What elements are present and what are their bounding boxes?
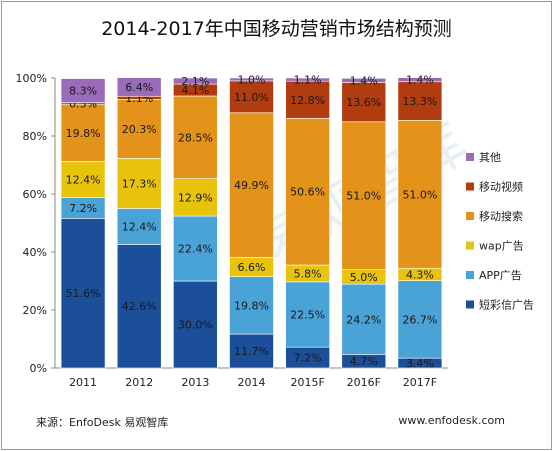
x-tick-label: 2015F	[290, 376, 324, 389]
data-label: 22.4%	[178, 243, 213, 256]
data-label: 3.4%	[406, 357, 434, 370]
data-label: 22.5%	[290, 308, 325, 321]
data-label: 19.8%	[66, 127, 101, 140]
data-label: 6.4%	[125, 81, 153, 94]
bar-segment	[116, 158, 162, 209]
bar-segment	[285, 80, 330, 119]
legend-label: 其他	[479, 151, 501, 164]
legend-swatch	[466, 182, 474, 191]
bar-segment	[397, 77, 443, 83]
data-label: 13.3%	[402, 95, 437, 108]
legend-label: APP广告	[479, 269, 522, 282]
data-label: 5.8%	[294, 267, 322, 280]
data-label: 20.3%	[122, 123, 157, 136]
x-tick-label: 2016F	[347, 376, 381, 389]
data-label: 51.0%	[346, 190, 381, 203]
legend-label: wap广告	[479, 240, 524, 253]
bar-segment	[60, 218, 106, 369]
data-label: 24.2%	[346, 313, 381, 326]
legend-swatch	[466, 153, 474, 161]
bar-segment	[173, 280, 218, 369]
legend-swatch	[466, 271, 474, 279]
data-label: 26.7%	[402, 313, 437, 326]
data-label: 1.4%	[406, 74, 434, 87]
source-note: 来源：EnfoDesk 易观智库	[36, 416, 169, 429]
data-label: 51.0%	[402, 188, 437, 201]
bar-segment	[229, 112, 274, 258]
data-label: 2.1%	[181, 75, 209, 88]
data-label: 13.6%	[346, 96, 381, 109]
data-label: 50.6%	[290, 186, 325, 199]
data-label: 49.9%	[234, 179, 269, 192]
x-tick-label: 2012	[125, 376, 153, 389]
data-label: 8.3%	[69, 85, 97, 98]
data-label: 19.8%	[234, 299, 269, 312]
data-label: 6.6%	[238, 261, 266, 274]
data-label: 11.0%	[234, 91, 269, 104]
data-label: 5.0%	[350, 271, 378, 284]
x-tick-label: 2011	[69, 376, 97, 389]
bar-segment	[341, 121, 387, 270]
data-label: 4.7%	[350, 355, 378, 368]
data-label: 11.7%	[234, 345, 269, 358]
chart-title: 2014-2017年中国移动营销市场结构预测	[101, 18, 452, 40]
bar-segment	[229, 77, 274, 82]
data-label: 17.3%	[122, 177, 157, 190]
data-label: 1.4%	[350, 74, 378, 87]
y-tick-label: 0%	[30, 362, 47, 375]
data-label: 28.5%	[178, 131, 213, 144]
bar-segment	[173, 215, 218, 282]
data-label: 7.2%	[294, 352, 322, 365]
bar-segment	[229, 80, 274, 114]
data-label: 7.2%	[69, 202, 97, 215]
legend-label: 移动搜索	[479, 209, 523, 223]
data-label: 4.3%	[406, 268, 434, 281]
bar-segment	[341, 77, 387, 83]
x-tick-label: 2014	[238, 376, 266, 389]
bar-segment	[116, 244, 162, 369]
x-tick-label: 2017F	[403, 376, 437, 389]
bar-segment	[116, 99, 162, 159]
legend-swatch	[466, 300, 474, 309]
bar-segment	[60, 161, 106, 198]
bar-segment	[173, 77, 218, 85]
data-label: 12.4%	[122, 220, 157, 233]
bar-segment	[60, 103, 106, 162]
bar-segment	[285, 281, 330, 348]
data-label: 42.6%	[122, 300, 157, 313]
data-label: 1.1%	[294, 74, 322, 87]
x-tick-label: 2013	[181, 376, 209, 389]
bar-segment	[173, 95, 218, 179]
y-tick-label: 80%	[23, 130, 47, 143]
data-label: 51.6%	[66, 287, 101, 300]
legend-label: 移动视频	[479, 180, 523, 194]
bar-segment	[60, 78, 106, 103]
bar-segment	[397, 81, 443, 121]
bar-segment	[341, 82, 387, 123]
data-label: 12.4%	[66, 174, 101, 187]
legend-swatch	[466, 212, 474, 220]
bar-segment	[285, 77, 330, 82]
bar-segment	[173, 178, 218, 217]
bar-segment	[116, 77, 162, 97]
y-tick-label: 20%	[23, 304, 47, 317]
website-link[interactable]: www.enfodesk.com	[398, 414, 505, 427]
bar-segment	[397, 120, 443, 269]
y-tick-label: 40%	[23, 246, 47, 259]
data-label: 12.9%	[178, 191, 213, 204]
legend-label: 短彩信广告	[479, 298, 534, 312]
bar-segment	[397, 280, 443, 359]
legend-swatch	[466, 241, 474, 250]
data-label: 1.0%	[238, 73, 266, 86]
y-tick-label: 100%	[16, 72, 47, 85]
bar-segment	[285, 118, 330, 266]
y-tick-label: 60%	[23, 188, 47, 201]
bar-segment	[341, 283, 387, 355]
data-label: 12.8%	[290, 94, 325, 107]
data-label: 30.0%	[178, 319, 213, 332]
data-label: 4.1%	[181, 84, 209, 97]
